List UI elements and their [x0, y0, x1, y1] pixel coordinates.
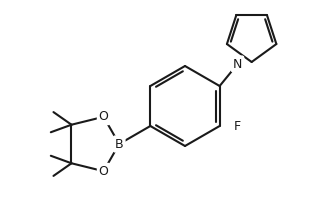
Text: N: N — [233, 58, 242, 71]
Text: O: O — [99, 165, 108, 178]
Text: N: N — [233, 58, 242, 71]
Text: B: B — [115, 138, 123, 151]
Text: O: O — [99, 110, 108, 123]
Text: B: B — [115, 138, 123, 151]
Text: F: F — [234, 119, 241, 133]
